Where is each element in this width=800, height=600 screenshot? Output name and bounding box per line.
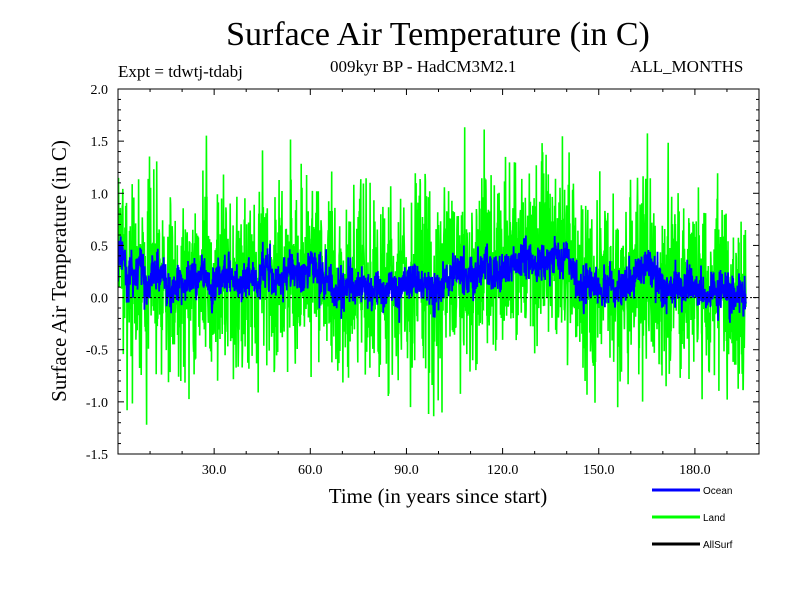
- chart-title: Surface Air Temperature (in C): [226, 16, 650, 53]
- x-tick-label: 30.0: [202, 463, 227, 478]
- series-line-ocean: [118, 235, 747, 323]
- x-tick-label: 150.0: [583, 463, 615, 478]
- x-axis-title: Time (in years since start): [329, 484, 548, 508]
- y-tick-label: -1.5: [86, 448, 108, 463]
- y-tick-label: 2.0: [91, 83, 109, 98]
- experiment-label: Expt = tdwtj-tdabj: [118, 62, 243, 81]
- chart-subtitle: 009kyr BP - HadCM3M2.1: [330, 57, 517, 76]
- y-tick-label: 0.5: [91, 239, 109, 254]
- legend-label-allsurf: AllSurf: [703, 540, 733, 551]
- x-tick-label: 180.0: [679, 463, 711, 478]
- y-tick-label: 1.0: [91, 187, 109, 202]
- legend: Ocean Land AllSurf: [652, 486, 733, 551]
- y-tick-label: -0.5: [86, 344, 108, 359]
- y-tick-label: 0.0: [91, 292, 109, 307]
- legend-label-land: Land: [703, 513, 725, 524]
- axis-ticks: 30.0 60.0 90.0 120.0 150.0 180.0 -1.5 -1.0 -0.5 0…: [86, 83, 759, 478]
- y-axis-title: Surface Air Temperature (in C): [47, 140, 71, 402]
- series-layer: [118, 127, 747, 425]
- y-tick-label: -1.0: [86, 396, 108, 411]
- y-tick-label: 1.5: [91, 135, 109, 150]
- legend-label-ocean: Ocean: [703, 486, 732, 497]
- x-tick-label: 120.0: [487, 463, 519, 478]
- months-label: ALL_MONTHS: [630, 57, 744, 76]
- x-tick-label: 90.0: [394, 463, 419, 478]
- x-tick-label: 60.0: [298, 463, 323, 478]
